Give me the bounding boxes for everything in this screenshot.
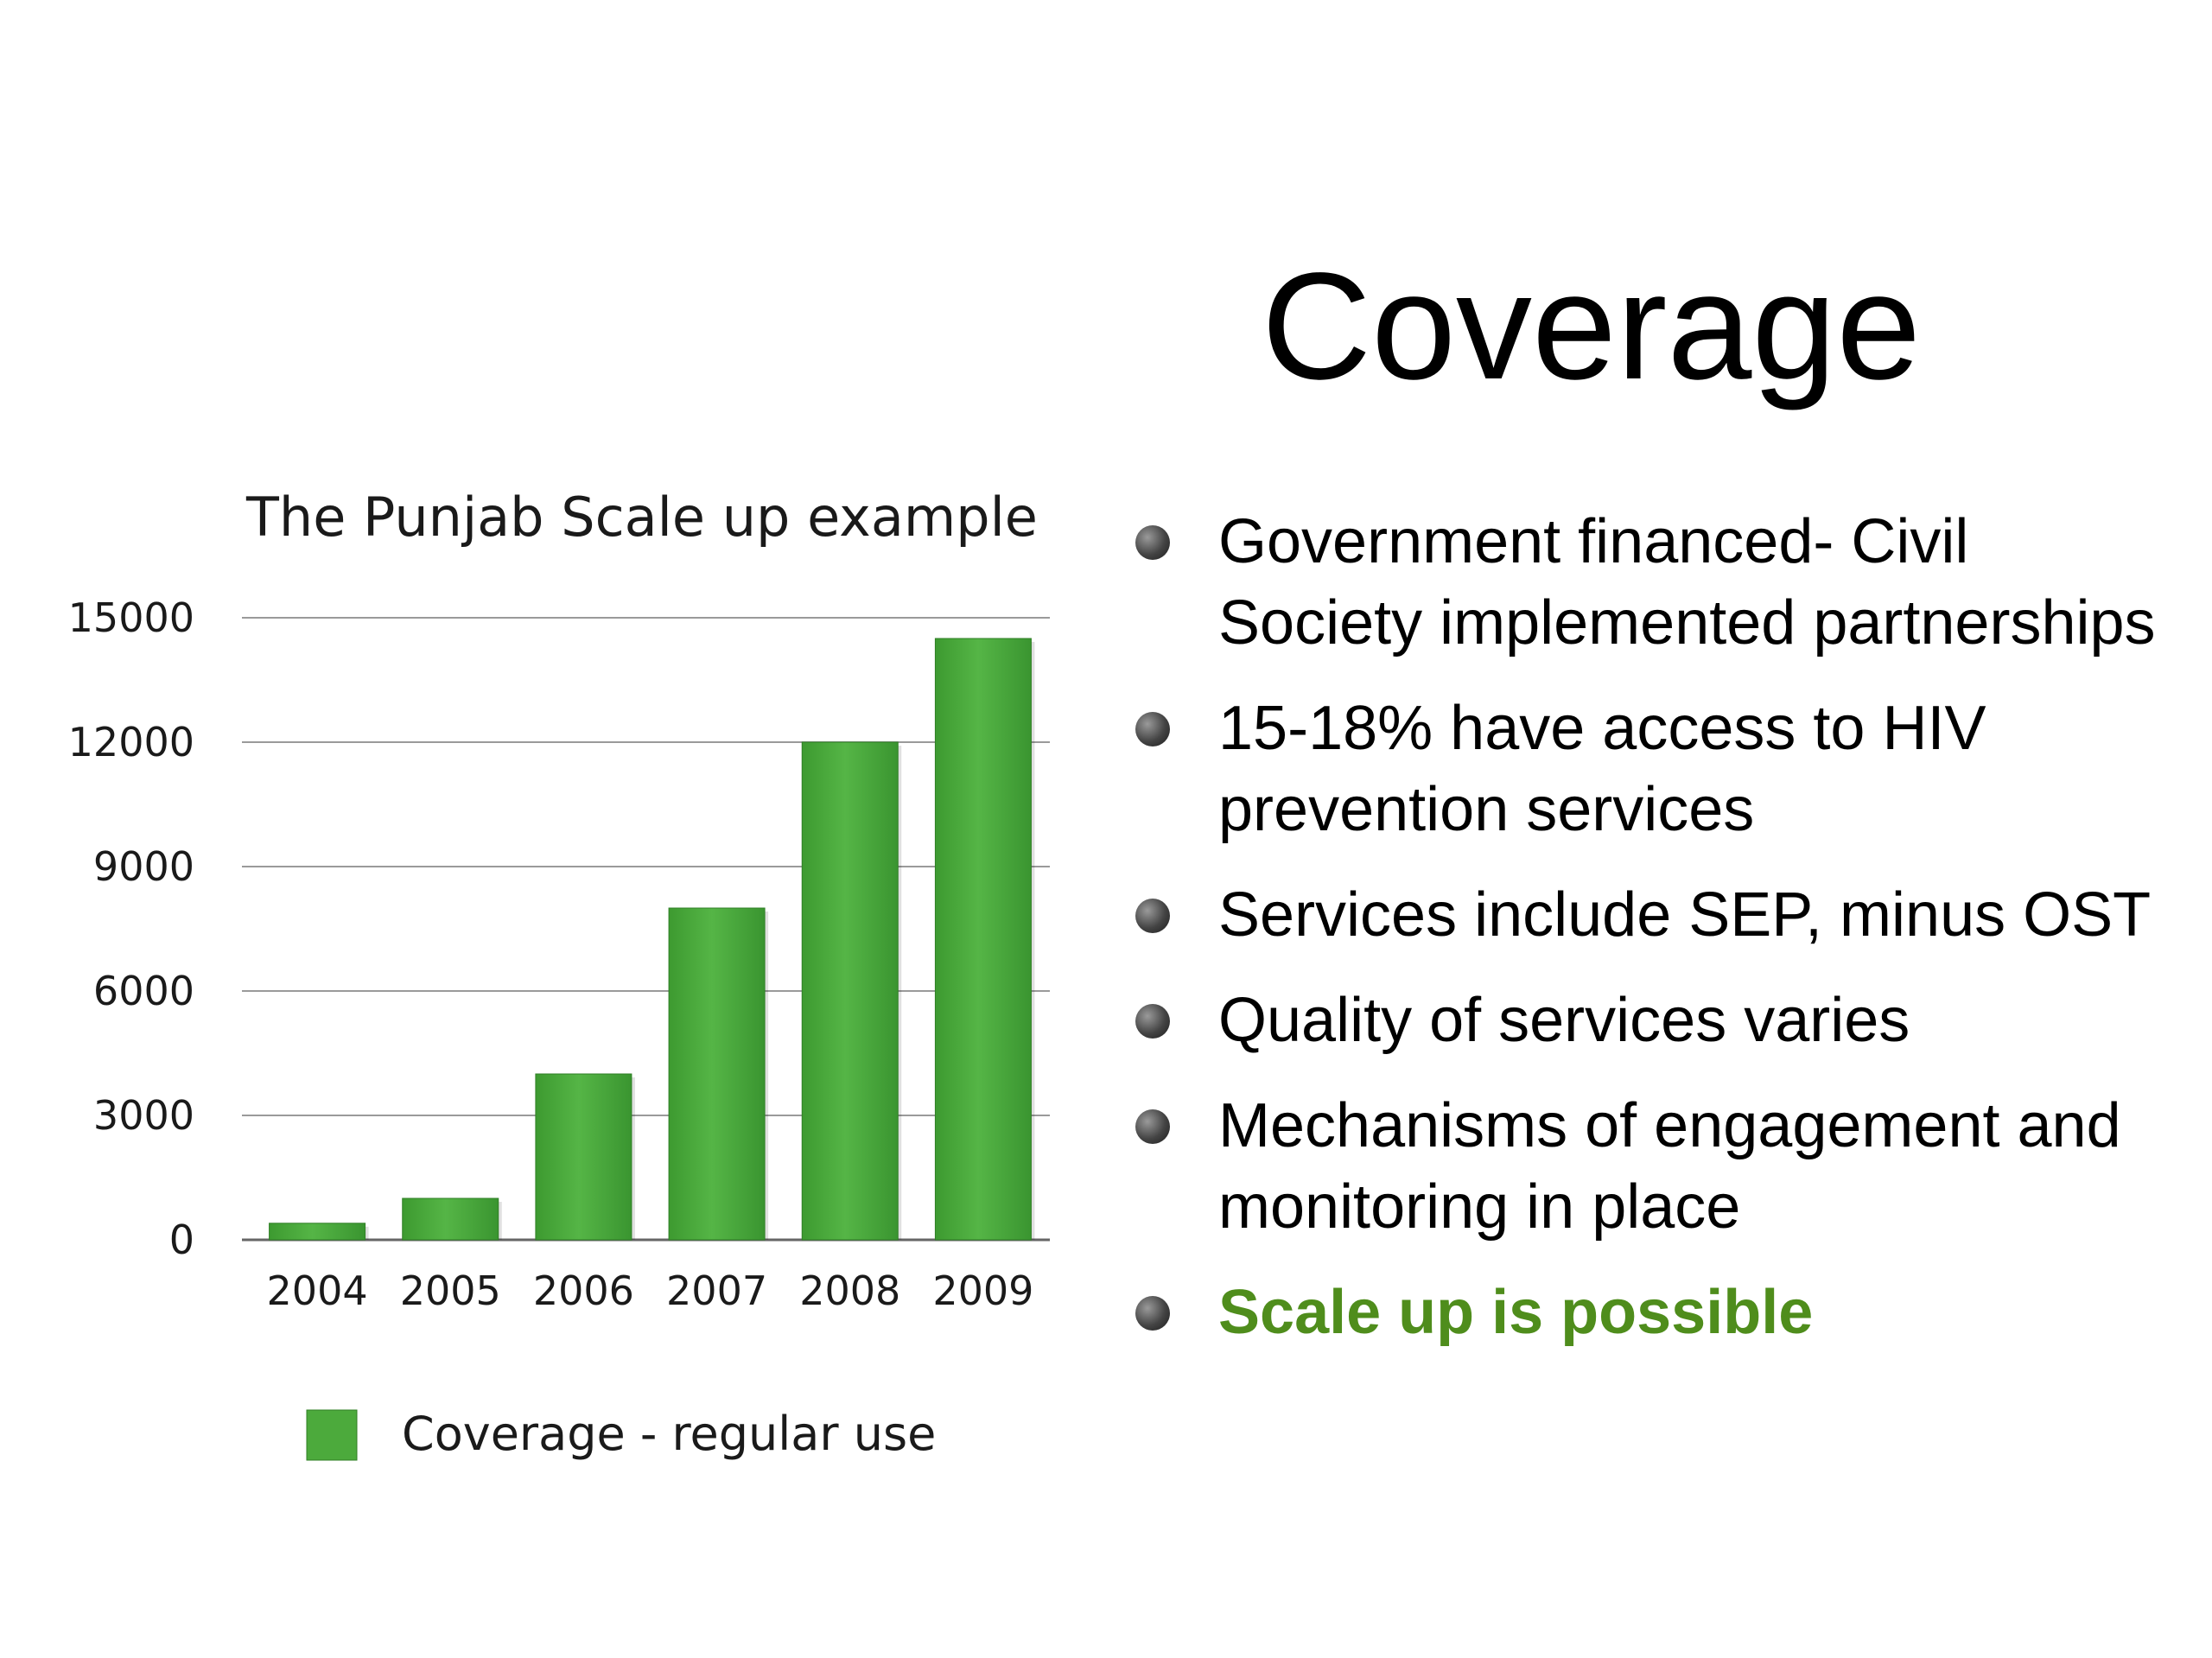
bullet-text: Services include SEP, minus OST [1218,880,2152,950]
bullet-text: 15-18% have access to HIV prevention ser… [1218,694,1986,844]
bullet-list: Government financed- Civil Society imple… [1123,501,2160,1377]
y-tick-label: 0 [169,1217,194,1263]
y-tick-label: 3000 [93,1092,194,1139]
bar-chart: The Punjab Scale up example 0 3000 6000 9000… [0,449,1106,1503]
bar-2004 [269,1223,366,1241]
bullet-item: Mechanisms of engagement and monitoring … [1123,1085,2160,1248]
x-tick-label: 2009 [932,1267,1033,1314]
x-tick-label: 2006 [533,1267,634,1314]
bar-2006 [535,1073,632,1241]
bullet-dot-icon [1135,1004,1170,1039]
bullet-text: Scale up is possible [1218,1278,1814,1347]
legend-label: Coverage - regular use [402,1407,936,1461]
bullet-item: Services include SEP, minus OST [1123,874,2160,956]
legend-swatch [306,1409,358,1461]
bullet-text: Mechanisms of engagement and monitoring … [1218,1091,2121,1242]
bullet-item: 15-18% have access to HIV prevention ser… [1123,688,2160,850]
chart-svg: The Punjab Scale up example 0 3000 6000 9000… [68,486,1050,1461]
y-tick-label: 15000 [68,594,194,641]
x-tick-label: 2008 [799,1267,900,1314]
x-tick-label: 2005 [400,1267,501,1314]
bullet-text: Quality of services varies [1218,986,1910,1055]
bullet-item: Quality of services varies [1123,980,2160,1061]
bar-2007 [668,907,766,1241]
y-tick-label: 9000 [93,843,194,890]
bar-2009 [934,638,1032,1241]
bullet-dot-icon [1135,899,1170,933]
x-tick-label: 2004 [267,1267,368,1314]
bar-2005 [402,1197,499,1241]
x-tick-label: 2007 [666,1267,767,1314]
bullet-dot-icon [1135,1109,1170,1144]
y-tick-label: 6000 [93,968,194,1014]
y-tick-label: 12000 [68,719,194,765]
bar-2008 [801,741,899,1241]
bullet-dot-icon [1135,712,1170,746]
bullet-dot-icon [1135,1296,1170,1331]
bullet-text: Government financed- Civil Society imple… [1218,507,2156,657]
bullet-item: Government financed- Civil Society imple… [1123,501,2160,664]
chart-title: The Punjab Scale up example [245,486,1038,549]
bullet-dot-icon [1135,525,1170,560]
bullet-item: Scale up is possible [1123,1272,2160,1353]
slide-title: Coverage [1262,242,1922,411]
